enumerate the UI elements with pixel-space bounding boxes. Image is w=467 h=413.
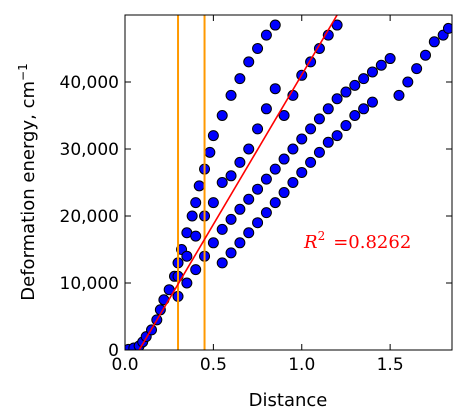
fit-line-layer: [138, 15, 338, 350]
data-point: [216, 223, 228, 235]
y-axis-label: Deformation energy, cm−1: [16, 63, 39, 300]
data-point: [243, 56, 255, 68]
data-point: [260, 29, 272, 41]
data-point: [207, 197, 219, 209]
y-tick-label: 10,000: [60, 274, 119, 294]
data-point: [428, 36, 440, 48]
data-point: [313, 113, 325, 125]
data-point: [384, 53, 396, 65]
data-point: [278, 153, 290, 165]
data-point: [252, 183, 264, 195]
data-point: [225, 89, 237, 101]
data-point: [340, 120, 352, 132]
data-point: [207, 130, 219, 142]
r-squared-label: R: [303, 232, 318, 253]
x-tick-label: 1.5: [377, 355, 404, 375]
data-point: [269, 163, 281, 175]
data-point: [190, 230, 202, 242]
data-point: [234, 156, 246, 168]
data-point: [243, 143, 255, 155]
r-squared-annotation: R2 =0.8262: [303, 229, 411, 253]
data-point: [358, 103, 370, 115]
data-point: [181, 250, 193, 262]
data-point: [322, 136, 334, 148]
data-point: [207, 237, 219, 249]
data-point: [305, 156, 317, 168]
data-point: [225, 247, 237, 259]
data-point: [375, 59, 387, 71]
data-point: [260, 173, 272, 185]
data-point: [186, 210, 198, 222]
data-point: [243, 193, 255, 205]
data-point: [216, 177, 228, 188]
data-point: [411, 63, 423, 75]
plot-frame: [124, 14, 453, 351]
data-point: [331, 19, 343, 31]
data-point: [269, 19, 281, 31]
data-point: [234, 203, 246, 215]
data-point: [225, 170, 237, 182]
data-point: [278, 187, 290, 199]
data-point: [349, 79, 361, 91]
data-point: [225, 213, 237, 225]
data-point: [234, 73, 246, 85]
y-tick-label: 30,000: [60, 140, 119, 160]
data-point: [402, 76, 414, 88]
y-axis-label-sup: −1: [16, 63, 30, 81]
y-tick-label: 20,000: [60, 207, 119, 227]
data-point: [442, 22, 452, 34]
data-point: [349, 110, 361, 121]
x-tick-label: 0.5: [200, 355, 227, 375]
data-point: [269, 83, 281, 95]
data-point: [419, 49, 431, 61]
data-point: [204, 146, 216, 158]
x-axis-label: Distance: [249, 390, 328, 411]
data-point: [366, 96, 378, 108]
data-point: [305, 123, 317, 135]
data-point: [269, 197, 281, 209]
data-point: [313, 146, 325, 158]
data-point: [340, 86, 352, 98]
x-tick-label: 1.0: [288, 355, 315, 375]
data-point: [216, 110, 228, 121]
data-point: [193, 180, 205, 192]
data-point: [331, 130, 343, 142]
data-point: [358, 73, 370, 85]
data-point: [296, 133, 308, 145]
data-point: [181, 277, 193, 289]
data-point: [366, 66, 378, 78]
data-point: [287, 177, 299, 188]
y-tick-label: 40,000: [60, 73, 119, 93]
data-point: [287, 143, 299, 155]
y-axis-label-text: Deformation energy, cm: [18, 81, 39, 301]
data-point: [296, 166, 308, 178]
data-point: [190, 264, 202, 276]
data-point: [322, 103, 334, 115]
data-point: [331, 93, 343, 105]
x-tick-label: 0.0: [111, 355, 138, 375]
data-point: [252, 217, 264, 229]
guide-lines: [177, 15, 206, 350]
data-point: [260, 103, 272, 115]
y-tick-label: 0: [108, 341, 119, 361]
data-point: [393, 89, 405, 101]
data-point: [190, 197, 202, 209]
data-point: [252, 43, 264, 54]
data-point: [243, 227, 255, 239]
data-point: [234, 237, 246, 249]
y-axis-ticks: 0 10,000 20,000 30,000 40,000: [60, 73, 452, 361]
data-point: [278, 110, 290, 121]
x-axis-ticks: 0.0 0.5 1.0 1.5: [111, 15, 404, 375]
data-point: [260, 207, 272, 219]
r-squared-sup: 2: [318, 229, 326, 243]
data-point: [252, 123, 264, 135]
regression-fit-line: [138, 15, 338, 350]
r-squared-value: =0.8262: [333, 232, 411, 253]
data-point: [216, 257, 228, 269]
